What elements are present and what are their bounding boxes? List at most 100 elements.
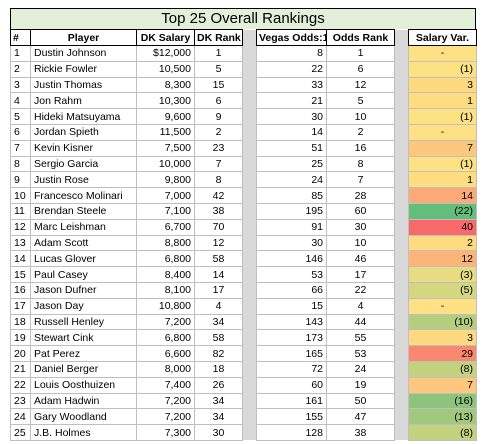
cell: 4 (326, 297, 395, 315)
cell: 14 (194, 266, 243, 283)
cell: 9 (10, 171, 31, 189)
row: 14 Lucas Glover 6,800 58 146 46 12 (10, 250, 477, 268)
row: 8 Sergio Garcia 10,000 7 25 8 (1) (10, 155, 477, 173)
row: 24 Gary Woodland 7,200 34 155 47 (13) (10, 408, 477, 426)
cell: 10,000 (136, 155, 195, 173)
row: 11 Brendan Steele 7,100 38 195 60 (22) (10, 202, 477, 220)
cell: 173 (256, 329, 327, 347)
cell: 6 (326, 60, 395, 78)
title: Top 25 Overall Rankings (10, 8, 476, 29)
cell: 85 (256, 187, 327, 204)
cell: 9,600 (136, 108, 195, 125)
salary-var-cell: (5) (408, 281, 477, 299)
row: 9 Justin Rose 9,800 8 24 7 1 (10, 171, 477, 189)
row: 7 Kevin Kisner 7,500 23 51 16 7 (10, 139, 477, 157)
cell: Dustin Johnson (30, 45, 137, 62)
spacer (242, 282, 257, 299)
spacer (394, 140, 409, 157)
salary-var-cell: 2 (408, 234, 477, 252)
salary-var-cell: 3 (408, 329, 477, 347)
row: 15 Paul Casey 8,400 14 53 17 (3) (10, 266, 477, 283)
row: 21 Daniel Berger 8,000 18 72 24 (8) (10, 360, 477, 378)
salary-var-cell: (8) (408, 424, 477, 441)
column-header: Salary Var. (408, 29, 477, 46)
cell: 6,800 (136, 250, 195, 268)
cell: 30 (326, 218, 395, 236)
cell: 82 (194, 345, 243, 362)
cell: 6,800 (136, 329, 195, 347)
cell: 12 (326, 76, 395, 94)
spacer (394, 203, 409, 220)
cell: 7,000 (136, 187, 195, 204)
cell: 30 (256, 108, 327, 125)
cell: 23 (194, 139, 243, 157)
salary-var-cell: (8) (408, 360, 477, 378)
spacer (242, 140, 257, 157)
cell: Adam Scott (30, 234, 137, 252)
cell: 19 (10, 329, 31, 347)
cell: 22 (326, 281, 395, 299)
cell: Paul Casey (30, 266, 137, 283)
cell: $12,000 (136, 45, 195, 62)
cell: 10 (326, 234, 395, 252)
salary-var-cell: (16) (408, 392, 477, 410)
spacer (394, 29, 409, 46)
cell: 28 (326, 187, 395, 204)
cell: Sergio Garcia (30, 155, 137, 173)
cell: Jason Day (30, 297, 137, 315)
cell: 7,200 (136, 408, 195, 426)
cell: 18 (10, 313, 31, 331)
cell: 6 (194, 92, 243, 110)
cell: Brendan Steele (30, 202, 137, 220)
cell: 7,500 (136, 139, 195, 157)
cell: 5 (326, 92, 395, 110)
column-header: Player (30, 29, 137, 46)
spacer (394, 298, 409, 315)
cell: 33 (256, 76, 327, 94)
cell: Rickie Fowler (30, 60, 137, 78)
cell: 10,500 (136, 60, 195, 78)
spacer (394, 219, 409, 236)
cell: 5 (194, 60, 243, 78)
cell: 8 (326, 155, 395, 173)
cell: 6,600 (136, 345, 195, 362)
cell: 1 (10, 45, 31, 62)
cell: 19 (326, 376, 395, 394)
cell: Francesco Molinari (30, 187, 137, 204)
cell: 8 (256, 45, 327, 62)
salary-var-cell: - (408, 123, 477, 141)
cell: 8 (194, 171, 243, 189)
spacer (242, 29, 257, 46)
cell: 18 (194, 360, 243, 378)
spacer (394, 171, 409, 188)
salary-var-cell: 7 (408, 376, 477, 394)
cell: 66 (256, 281, 327, 299)
spacer (394, 282, 409, 299)
cell: 3 (10, 76, 31, 94)
cell: 60 (256, 376, 327, 394)
cell: 8,800 (136, 234, 195, 252)
spacer (242, 92, 257, 109)
spacer (242, 235, 257, 251)
cell: 12 (194, 234, 243, 252)
cell: 13 (10, 234, 31, 252)
cell: 53 (326, 345, 395, 362)
salary-var-cell: (1) (408, 155, 477, 173)
cell: 21 (256, 92, 327, 110)
cell: Daniel Berger (30, 360, 137, 378)
spacer (242, 187, 257, 204)
cell: 15 (256, 297, 327, 315)
cell: 34 (194, 408, 243, 426)
salary-var-cell: (1) (408, 108, 477, 125)
cell: 34 (194, 392, 243, 410)
column-header: Odds Rank (326, 29, 395, 46)
salary-var-cell: 14 (408, 187, 477, 204)
row: 20 Pat Perez 6,600 82 165 53 29 (10, 345, 477, 362)
spacer (394, 92, 409, 109)
spacer (242, 393, 257, 409)
cell: 8,100 (136, 281, 195, 299)
spacer (242, 61, 257, 78)
spacer (242, 266, 257, 283)
cell: 10,300 (136, 92, 195, 110)
cell: 53 (256, 266, 327, 283)
